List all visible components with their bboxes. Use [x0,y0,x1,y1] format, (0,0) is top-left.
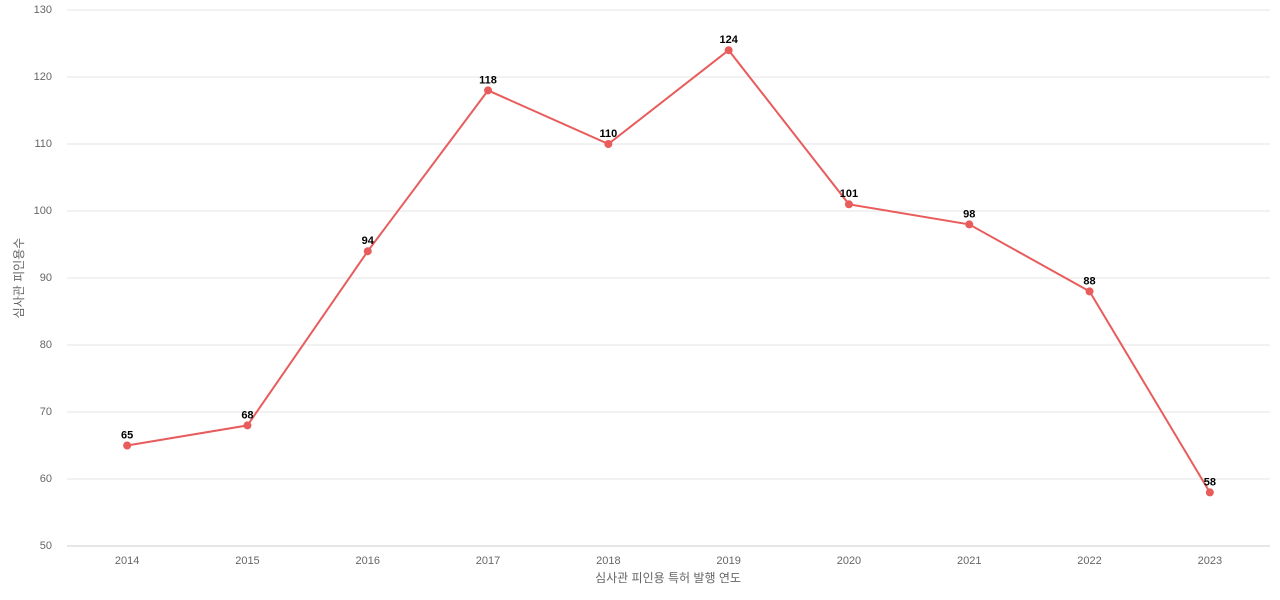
point [604,140,613,148]
y-tick-label: 50 [40,540,52,552]
x-tick-label: 2014 [115,555,139,567]
x-tick-label: 2018 [596,555,620,567]
point [1085,287,1094,296]
value-label: 101 [840,188,858,200]
y-tick-label: 90 [40,272,52,284]
x-tick-label: 2016 [356,555,380,567]
y-tick-label: 110 [34,138,52,150]
line [126,48,1211,493]
point [965,220,974,229]
y-tick-label: 100 [34,205,52,217]
point [484,86,493,95]
y-tick-label: 70 [40,406,52,418]
y-tick-label: 120 [34,71,52,83]
value-label: 124 [719,34,738,46]
value-label: 68 [241,409,253,421]
x-tick-label: 2017 [476,555,500,567]
value-label: 98 [963,208,975,220]
value-label: 88 [1083,275,1095,287]
point [724,46,733,55]
point [363,247,372,256]
y-axis-title: 심사관 피인용수 [12,238,26,319]
x-tick-label: 2020 [837,555,861,567]
x-tick-label: 2023 [1198,555,1222,567]
x-axis-title: 심사관 피인용 특허 발행 연도 [595,570,741,585]
value-label: 110 [599,128,617,140]
value-label: 65 [121,429,133,441]
x-tick-label: 2015 [235,555,259,567]
y-tick-label: 60 [40,473,52,485]
point [123,441,132,450]
point [1205,488,1214,497]
y-tick-label: 130 [34,4,52,16]
x-tick-label: 2019 [716,555,740,567]
value-label: 58 [1204,476,1216,488]
value-label: 94 [362,235,375,247]
y-tick-label: 80 [40,339,52,351]
point [243,421,252,430]
value-label: 118 [479,74,497,86]
x-tick-label: 2021 [957,555,981,567]
x-tick-label: 2022 [1077,555,1101,567]
point [844,200,853,209]
